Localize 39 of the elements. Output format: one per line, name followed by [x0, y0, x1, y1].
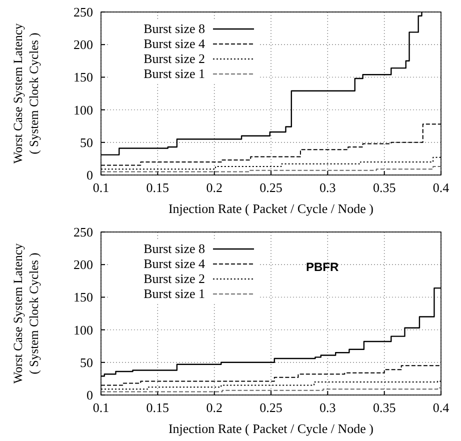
x-tick-label: 0.2: [206, 400, 222, 415]
y-tick-label: 200: [74, 257, 93, 272]
x-tick-label: 0.4: [432, 400, 450, 415]
y-tick-label: 100: [74, 102, 93, 118]
x-axis-title: Injection Rate ( Packet / Cycle / Node ): [168, 421, 374, 436]
legend-label: Burst size 4: [144, 256, 206, 271]
y-tick-label: 250: [74, 224, 93, 240]
x-axis-title: Injection Rate ( Packet / Cycle / Node ): [168, 201, 374, 216]
y-tick-label: 150: [74, 70, 93, 85]
legend-label: Burst size 2: [144, 271, 205, 286]
x-tick-label: 0.2: [206, 180, 222, 195]
legend-label: Burst size 8: [144, 21, 205, 36]
y-axis-title: Worst Case System Latency ( System Clock Cycles ): [11, 22, 41, 164]
x-tick-label: 0.3: [320, 180, 336, 195]
legend-label: Burst size 4: [144, 36, 206, 51]
x-tick-label: 0.25: [260, 180, 282, 195]
x-tick-label: 0.15: [146, 400, 170, 415]
y-tick-label: 100: [74, 322, 93, 338]
legend-label: Burst size 8: [144, 241, 205, 256]
y-tick-label: 50: [80, 134, 93, 150]
legend-label: Burst size 1: [144, 286, 205, 301]
x-tick-label: 0.1: [92, 400, 110, 415]
y-tick-label: 200: [74, 37, 93, 52]
x-tick-label: 0.35: [372, 400, 396, 415]
x-tick-label: 0.25: [260, 400, 282, 415]
x-tick-label: 0.35: [372, 180, 396, 195]
legend-label: Burst size 1: [144, 66, 205, 81]
y-axis-title: Worst Case System Latency ( System Clock Cycles ): [11, 242, 41, 384]
y-tick-label: 250: [74, 4, 93, 20]
x-tick-label: 0.4: [432, 180, 450, 195]
y-tick-label: 0: [86, 168, 93, 182]
x-tick-label: 0.15: [146, 180, 170, 195]
y-tick-label: 150: [74, 290, 93, 305]
x-tick-label: 0.1: [92, 180, 110, 195]
y-tick-label: 50: [80, 354, 93, 370]
legend-label: Burst size 2: [144, 51, 205, 66]
y-tick-label: 0: [86, 388, 93, 402]
x-tick-label: 0.3: [320, 400, 336, 415]
annotation: PBFR: [306, 260, 339, 274]
